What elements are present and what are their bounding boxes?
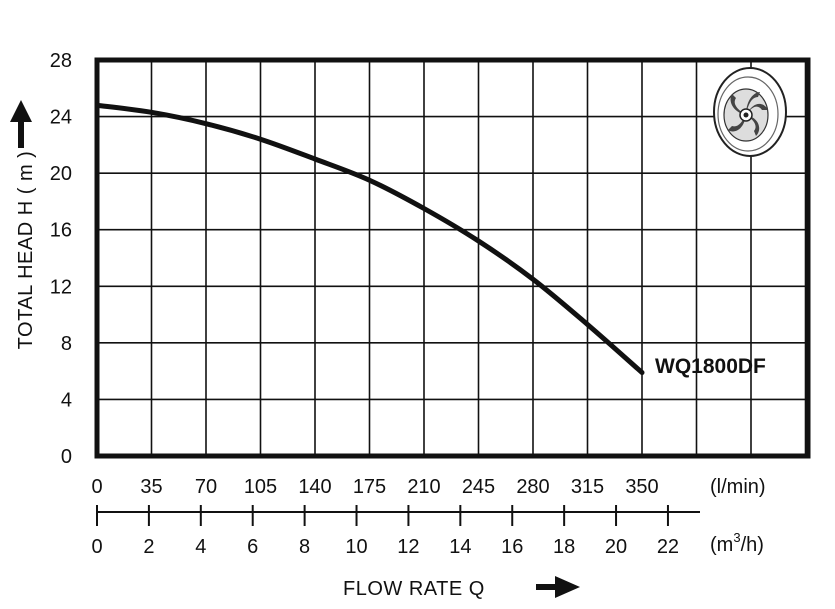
- y-tick-label: 8: [61, 333, 72, 355]
- x-tick-label-m3h: 22: [657, 536, 679, 558]
- y-tick-label: 0: [61, 446, 72, 468]
- x-tick-label-m3h: 14: [449, 536, 471, 558]
- y-tick-label: 4: [61, 389, 72, 411]
- plot-frame: [94, 57, 811, 459]
- x-tick-label-m3h: 4: [195, 536, 206, 558]
- x-tick-label-m3h: 20: [605, 536, 627, 558]
- x-tick-label-m3h: 6: [247, 536, 258, 558]
- x-axis-m3h-ticks: 0 2 4 6 8 10 12 14 16 18 20 22: [91, 505, 679, 558]
- x-tick-label-lmin: 245: [462, 476, 495, 498]
- y-axis-arrow-icon: [10, 100, 32, 148]
- x-axis-title: FLOW RATE Q: [343, 578, 485, 600]
- series-line-wq1800df: [94, 102, 645, 376]
- y-axis-title: TOTAL HEAD H ( m ): [15, 151, 37, 350]
- impeller-icon: [713, 67, 787, 157]
- x-tick-label-m3h: 2: [143, 536, 154, 558]
- y-tick-label: 12: [50, 276, 72, 298]
- y-axis-ticks: 0 4 8 12 16 20 24 28: [50, 50, 72, 468]
- x-axis-arrow-icon: [536, 576, 580, 598]
- x-tick-label-m3h: 0: [91, 536, 102, 558]
- x-axis-m3h-unit-base: (m: [710, 534, 733, 556]
- x-axis-lmin-unit: (l/min): [710, 476, 766, 498]
- x-tick-label-lmin: 350: [625, 476, 658, 498]
- x-tick-label-m3h: 10: [345, 536, 367, 558]
- x-tick-label-lmin: 175: [353, 476, 386, 498]
- x-tick-label-m3h: 16: [501, 536, 523, 558]
- y-tick-label: 20: [50, 163, 72, 185]
- x-tick-label-lmin: 210: [407, 476, 440, 498]
- grid-lines: [97, 60, 808, 456]
- x-tick-label-lmin: 280: [516, 476, 549, 498]
- x-tick-label-lmin: 140: [298, 476, 331, 498]
- x-tick-label-m3h: 18: [553, 536, 575, 558]
- x-axis-m3h-unit-sup: 3: [733, 530, 740, 545]
- x-tick-label-m3h: 8: [299, 536, 310, 558]
- y-tick-label: 24: [50, 107, 72, 129]
- y-tick-label: 16: [50, 220, 72, 242]
- x-tick-label-lmin: 35: [140, 476, 162, 498]
- x-tick-label-lmin: 70: [195, 476, 217, 498]
- x-axis-m3h-unit: (m3/h): [710, 530, 764, 556]
- series-label-wq1800df: WQ1800DF: [655, 355, 766, 378]
- y-tick-label: 28: [50, 50, 72, 72]
- x-tick-label-lmin: 315: [571, 476, 604, 498]
- x-tick-label-lmin: 0: [91, 476, 102, 498]
- x-axis-lmin-ticks: 0 35 70 105 140 175 210 245 280 315 350: [91, 476, 658, 498]
- x-tick-label-lmin: 105: [244, 476, 277, 498]
- x-tick-label-m3h: 12: [397, 536, 419, 558]
- x-axis-m3h-unit-tail: /h): [741, 534, 764, 556]
